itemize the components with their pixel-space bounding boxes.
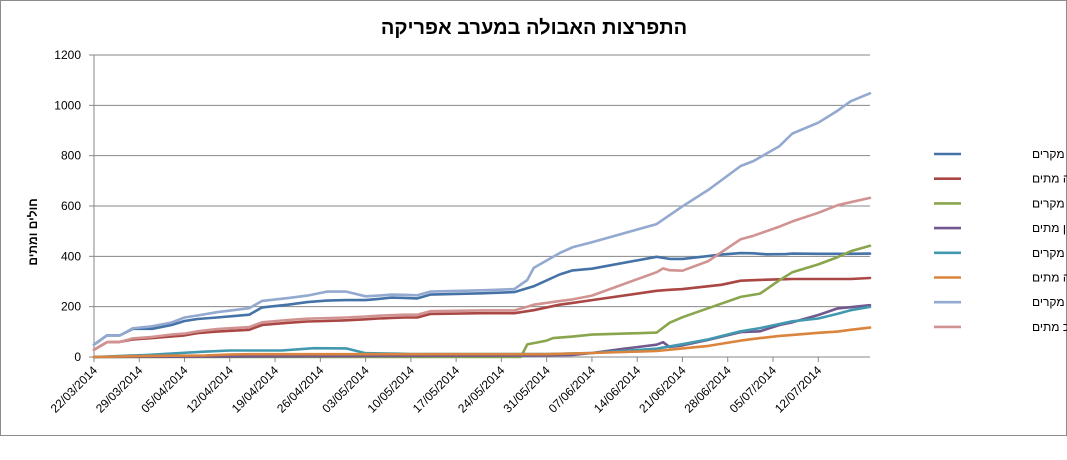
x-tick-label: 24/05/2014 <box>455 363 508 416</box>
series-line-7 <box>92 92 872 347</box>
x-tick-label: 31/05/2014 <box>500 363 553 416</box>
series-layer <box>92 92 872 359</box>
chart-frame: התפרצות האבולה במערב אפריקה חולים ומתים … <box>0 0 1067 436</box>
y-tick-label: 800 <box>61 149 81 163</box>
legend-label: גינאה מקרים <box>1032 147 1067 161</box>
x-tick-label: 05/04/2014 <box>138 363 191 416</box>
x-tick-label: 29/03/2014 <box>93 363 146 416</box>
x-tick-label: 03/05/2014 <box>319 363 372 416</box>
series-line-3 <box>92 244 872 359</box>
x-tick-label: 12/07/2014 <box>772 363 825 416</box>
y-tick-label: 600 <box>61 199 81 213</box>
y-axis-label: חולים ומתים <box>26 198 40 265</box>
x-tick-label: 19/04/2014 <box>229 363 282 416</box>
x-tick-label: 21/06/2014 <box>636 363 689 416</box>
x-tick-label: 12/04/2014 <box>184 363 237 416</box>
legend-label: ליבריה מתים <box>1032 271 1067 285</box>
series-line-1 <box>92 251 872 347</box>
x-tick-label: 07/06/2014 <box>546 363 599 416</box>
grid-layer <box>94 54 870 308</box>
x-tick-label: 05/07/2014 <box>727 363 780 416</box>
x-tick-label: 26/04/2014 <box>274 363 327 416</box>
series-line-8 <box>92 196 872 352</box>
y-tick-label: 0 <box>74 350 81 364</box>
y-tick-label: 1200 <box>54 48 81 62</box>
legend: גינאה מקרים גינאה מתים סיירה לאון מקרים סיי… <box>934 147 1067 334</box>
series-line-2 <box>92 276 872 352</box>
x-tick-label: 14/06/2014 <box>591 363 644 416</box>
x-tick-label: 17/05/2014 <box>410 363 463 416</box>
legend-label: סה"כ מקרים <box>1032 295 1067 309</box>
chart-svg: התפרצות האבולה במערב אפריקה חולים ומתים … <box>26 17 1067 416</box>
y-tick-label: 1000 <box>54 98 81 112</box>
x-tick-label: 22/03/2014 <box>48 363 101 416</box>
legend-label: סיירה לאון מקרים <box>1032 196 1067 210</box>
legend-label: סה"כ מתים <box>1032 320 1067 334</box>
chart-title: התפרצות האבולה במערב אפריקה <box>381 17 687 39</box>
y-tick-label: 200 <box>61 300 81 314</box>
y-tick-label: 400 <box>61 249 81 263</box>
legend-label: גינאה מתים <box>1032 172 1067 186</box>
legend-label: ליבריה מקרים <box>1032 246 1067 260</box>
axes-layer: 0 200 400 600 800 1000 1200 22/03/201429/03/201… <box>48 48 870 416</box>
series-line-6 <box>92 326 872 359</box>
x-tick-label: 28/06/2014 <box>681 363 734 416</box>
x-tick-label: 10/05/2014 <box>365 363 418 416</box>
legend-label: סיירה לאון מתים <box>1032 221 1067 235</box>
